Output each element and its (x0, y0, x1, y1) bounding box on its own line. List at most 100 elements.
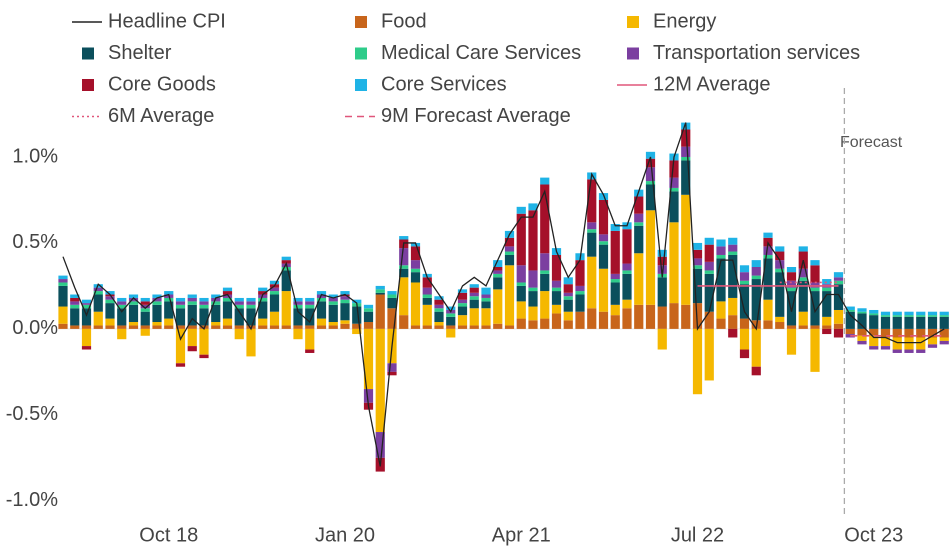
bar-segment (140, 297, 150, 302)
bar-segment (857, 328, 867, 336)
bar-segment (293, 304, 303, 309)
bar-segment (798, 325, 808, 329)
bar-segment (281, 267, 291, 271)
bar-segment (716, 318, 726, 329)
bar-segment (58, 282, 68, 286)
bar-segment (528, 270, 538, 288)
bar-segment (316, 294, 327, 298)
bar-segment (410, 260, 421, 269)
bar-segment (634, 213, 644, 223)
bar-segment (880, 346, 891, 350)
bar-segment (281, 260, 291, 264)
legend-swatch (82, 47, 94, 60)
bar-segment (669, 187, 679, 192)
bar-segment (798, 246, 808, 252)
bar-segment (93, 291, 103, 295)
bar-segment (704, 261, 714, 271)
bar-segment (58, 285, 68, 307)
bar-segment (939, 315, 949, 317)
bar-segment (316, 301, 327, 319)
bar-segment (469, 284, 479, 288)
bar-segment (269, 325, 280, 329)
x-tick-label: Oct 18 (139, 524, 198, 546)
bar-segment (775, 251, 785, 261)
bar-segment (117, 308, 127, 326)
bar-segment (175, 304, 186, 309)
bar-segment (716, 239, 726, 247)
bar-segment (916, 328, 926, 338)
bar-segment (81, 299, 92, 304)
bar-segment (598, 199, 609, 235)
bar-segment (469, 296, 479, 300)
bar-segment (187, 328, 197, 347)
bar-segment (681, 304, 691, 329)
bar-segment (175, 328, 186, 364)
bar-segment (822, 328, 832, 335)
bar-segment (775, 322, 785, 329)
bar-segment (387, 308, 397, 329)
bar-segment (152, 297, 162, 302)
bar-segment (316, 325, 327, 329)
bar-segment (269, 291, 280, 295)
bar-segment (457, 325, 468, 329)
bar-segment (493, 270, 503, 274)
bar-segment (363, 304, 374, 309)
bar-segment (281, 325, 291, 329)
legend-label: Energy (653, 10, 716, 32)
bar-segment (786, 267, 797, 273)
bar-segment (798, 268, 808, 278)
bar-segment (598, 241, 609, 245)
bar-segment (575, 291, 585, 295)
bar-segment (399, 248, 409, 266)
bar-segment (563, 277, 573, 285)
bar-segment (857, 308, 867, 312)
bar-segment (598, 234, 609, 242)
bar-segment (117, 325, 127, 329)
bar-segment (363, 389, 374, 403)
bar-segment (681, 156, 691, 161)
bar-segment (681, 194, 691, 305)
bar-segment (211, 322, 221, 326)
bar-segment (422, 325, 432, 329)
bar-segment (927, 344, 938, 348)
bar-segment (211, 301, 221, 305)
bar-segment (164, 297, 174, 302)
legend-label: 12M Average (653, 73, 771, 95)
bar-segment (669, 303, 679, 329)
bar-segment (833, 328, 844, 338)
bar-segment (927, 311, 938, 316)
bar-segment (927, 328, 938, 338)
bar-segment (540, 291, 550, 319)
bar-segment (93, 287, 103, 292)
bar-segment (540, 273, 550, 292)
bar-segment (751, 260, 761, 268)
bar-segment (105, 291, 115, 295)
bar-segment (457, 299, 468, 304)
bar-segment (927, 316, 938, 329)
bar-segment (504, 246, 515, 252)
bar-segment (81, 308, 92, 326)
bar-segment (70, 325, 80, 329)
bar-segment (575, 294, 585, 312)
bar-segment (669, 222, 679, 304)
bar-segment (410, 272, 421, 283)
bar-segment (904, 337, 914, 350)
bar-segment (316, 297, 327, 302)
y-tick-label: 0.0% (12, 317, 58, 339)
bar-segment (164, 291, 174, 295)
bar-segment (128, 294, 139, 298)
bar-segment (481, 294, 491, 298)
bar-segment (316, 318, 327, 326)
bar-segment (152, 301, 162, 305)
bar-segment (704, 244, 714, 262)
bar-segment (187, 304, 197, 326)
bar-segment (352, 306, 362, 324)
bar-segment (528, 287, 538, 292)
bar-segment (246, 328, 256, 357)
bar-segment (587, 232, 597, 257)
bar-segment (399, 268, 409, 278)
bar-segment (93, 311, 103, 326)
bar-segment (822, 279, 832, 285)
bar-segment (152, 322, 162, 326)
bar-segment (246, 301, 256, 305)
